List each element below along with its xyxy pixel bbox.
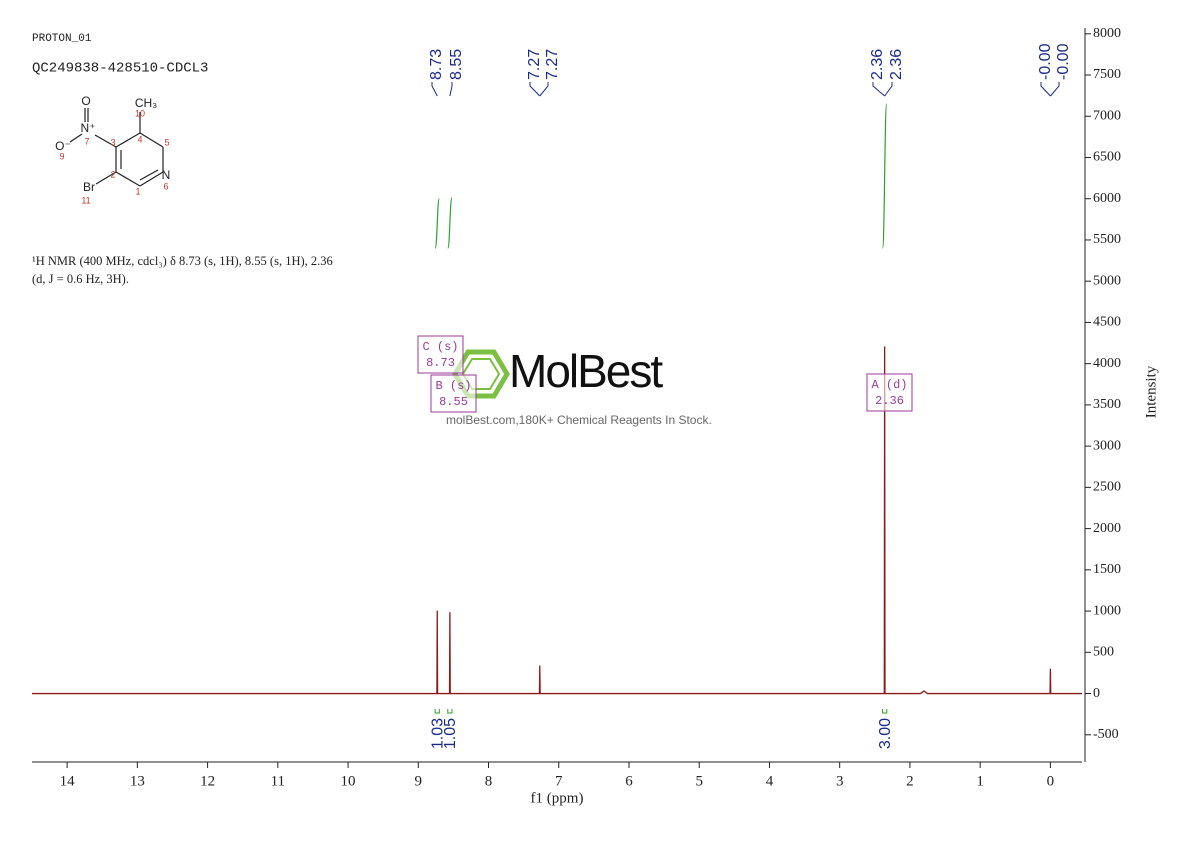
peak-connector — [529, 82, 541, 97]
multiplet-label: A (d) — [871, 378, 907, 392]
atom: N — [162, 168, 171, 182]
integral-label: 1.05 — [442, 718, 459, 749]
y-tick-label: 7000 — [1093, 108, 1121, 123]
y-tick-label: 2500 — [1093, 480, 1121, 495]
atom: O⁻ — [55, 139, 71, 153]
x-tick-label: 7 — [555, 773, 563, 789]
watermark-logo — [452, 349, 510, 399]
atom-number: 7 — [84, 136, 89, 146]
x-tick-label: 1 — [976, 773, 984, 789]
x-tick-label: 9 — [415, 773, 423, 789]
y-tick-label: 4000 — [1093, 356, 1121, 371]
peak-label: -0.00 — [1037, 43, 1054, 80]
atom-number: 4 — [137, 134, 142, 144]
integral-curve — [881, 103, 888, 249]
structure — [69, 108, 164, 187]
y-tick-label: 0 — [1093, 686, 1100, 701]
x-tick-label: 13 — [130, 773, 145, 789]
atom-number: 6 — [163, 181, 168, 191]
y-tick-label: 7500 — [1093, 67, 1121, 82]
atom-number: 3 — [110, 137, 115, 147]
multiplet-label: C (s) — [422, 340, 458, 354]
x-tick-label: 12 — [200, 773, 215, 789]
peak-label: 2.36 — [888, 49, 905, 80]
x-tick-label: 10 — [341, 773, 356, 789]
x-tick-label: 14 — [60, 773, 76, 789]
header: PROTON_01 — [32, 33, 92, 45]
y-tick-label: 8000 — [1093, 26, 1121, 41]
watermark: molBest.com,180K+ Chemical Reagents In S… — [446, 413, 712, 427]
peak-connector — [872, 82, 885, 97]
multiplet-label: B (s) — [435, 379, 471, 393]
multiplet-shift: 8.55 — [439, 395, 468, 409]
y-tick-label: 1500 — [1093, 562, 1121, 577]
peak-connector — [1040, 82, 1051, 97]
atom-number: 11 — [81, 195, 90, 205]
description: (d, J = 0.6 Hz, 3H). — [32, 272, 129, 286]
x-tick-label: 11 — [271, 773, 285, 789]
x-tick-label: 6 — [625, 773, 633, 789]
integral-curve — [447, 197, 453, 249]
atom-number: 5 — [164, 137, 169, 147]
y-tick-label: -500 — [1093, 727, 1119, 742]
y-tick-label: 6000 — [1093, 191, 1121, 206]
y-tick-label: 5500 — [1093, 232, 1121, 247]
y-tick-label: 6500 — [1093, 150, 1121, 165]
integral-bracket — [434, 709, 440, 714]
x-tick-label: 5 — [695, 773, 703, 789]
multiplet-shift: 2.36 — [875, 394, 904, 408]
peak-label: 2.36 — [869, 49, 886, 80]
header: QC249838-428510-CDCL3 — [32, 61, 208, 77]
x-tick-label: 2 — [906, 773, 914, 789]
peak-label: 8.55 — [448, 49, 465, 80]
integral-bracket — [447, 709, 453, 714]
spectrum — [32, 346, 1082, 695]
multiplet-box — [430, 374, 477, 413]
y-tick-label: 2000 — [1093, 521, 1121, 536]
peak-connector — [884, 82, 893, 97]
y-tick-label: 3500 — [1093, 397, 1121, 412]
peak-label: 7.27 — [544, 49, 561, 80]
atom-number: 1 — [135, 186, 140, 196]
peak-connector — [449, 82, 453, 97]
atom: O — [81, 94, 90, 108]
peak-connector — [431, 82, 438, 97]
description: ¹H NMR (400 MHz, cdcl₃) δ 8.73 (s, 1H), … — [32, 254, 333, 268]
atom-number: 2 — [110, 169, 115, 179]
y-tick-label: 4500 — [1093, 315, 1121, 330]
multiplet-shift: 8.73 — [426, 356, 455, 370]
x-axis-label: f1 (ppm) — [531, 790, 584, 806]
x-tick-label: 3 — [836, 773, 844, 789]
x-tick-label: 8 — [485, 773, 493, 789]
peak-connector — [1050, 82, 1060, 97]
atom: N⁺ — [81, 121, 96, 135]
watermark: MolBest — [509, 345, 663, 397]
integral-curve — [434, 198, 440, 249]
y-axis-label: Intensity — [1143, 365, 1159, 418]
integral-label: 3.00 — [877, 718, 894, 749]
peak-label: 7.27 — [526, 49, 543, 80]
y-tick-label: 5000 — [1093, 273, 1121, 288]
peak-label: 8.73 — [428, 49, 445, 80]
y-tick-label: 1000 — [1093, 603, 1121, 618]
y-tick-label: 500 — [1093, 645, 1114, 660]
x-tick-label: 4 — [766, 773, 774, 789]
multiplet-box — [866, 373, 913, 412]
atom: Br — [83, 180, 95, 194]
peak-connector — [539, 82, 549, 97]
atom-number: 9 — [59, 151, 64, 161]
integral-bracket — [882, 709, 888, 714]
atom-number: 10 — [135, 108, 145, 118]
y-tick-label: 3000 — [1093, 438, 1121, 453]
atom: CH₃ — [135, 96, 157, 110]
integral-label: 1.03 — [429, 718, 446, 749]
multiplet-box — [417, 335, 464, 374]
peak-label: -0.00 — [1055, 43, 1072, 80]
x-tick-label: 0 — [1047, 773, 1055, 789]
